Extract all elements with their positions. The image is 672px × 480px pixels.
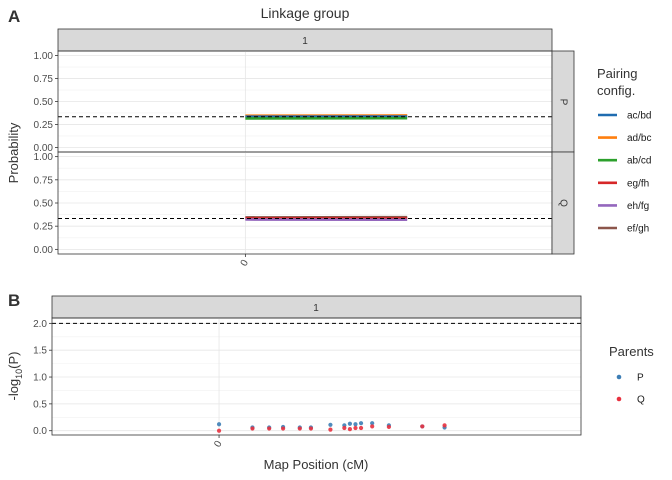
panel-b-y-label-sub: 10 <box>14 369 24 379</box>
panel-a-letter: A <box>8 7 20 26</box>
svg-text:-log10(P): -log10(P) <box>6 351 24 400</box>
y-tick-label: 0.5 <box>33 399 47 410</box>
legend-key-Q <box>616 396 622 402</box>
panel-b-y-label-prefix: -log <box>6 379 21 401</box>
facet-strip-q <box>551 151 575 255</box>
legend-pairing-config: Pairing config. ac/bd ad/bc ab/cd eg/fh eh/f… <box>597 66 651 235</box>
point-P <box>353 422 358 427</box>
facet-strip-a-top-label: 1 <box>302 36 308 47</box>
y-tick-label: 0.0 <box>33 426 47 437</box>
point-Q <box>250 426 255 431</box>
point-Q <box>347 426 353 432</box>
y-tick-label: 1.00 <box>34 51 54 62</box>
point-Q <box>342 425 347 431</box>
y-tick-label: 0.50 <box>34 199 54 210</box>
facet-strip-q-label: Q <box>557 199 568 207</box>
panel-a-x-ticks: 0 <box>239 254 252 269</box>
y-tick-label: 0.25 <box>34 222 54 233</box>
point-P <box>358 421 364 426</box>
point-Q <box>370 424 375 429</box>
panel-b-plot <box>52 318 581 435</box>
point-Q <box>328 427 333 432</box>
y-tick-label: 0.75 <box>34 175 54 186</box>
facet-strip-p-label: P <box>557 99 568 106</box>
facet-strip-b-top-label: 1 <box>313 303 319 314</box>
y-tick-label: 1.0 <box>33 373 47 384</box>
panel-a-y-ticks: 0.000.250.500.751.000.000.250.500.751.00 <box>34 51 58 256</box>
panel-a-title: Linkage group <box>261 5 350 21</box>
x-tick-label: 0 <box>239 258 252 269</box>
point-Q <box>308 426 314 431</box>
legend-label-Q: Q <box>637 395 645 406</box>
point-P <box>216 422 222 427</box>
facet-p-plot <box>58 51 552 152</box>
legend-label-ab-cd: ab/cd <box>627 156 651 167</box>
y-tick-label: 1.5 <box>33 346 47 357</box>
legend-label-ad-bc: ad/bc <box>627 133 651 144</box>
panel-b-y-label-suffix: (P) <box>6 351 21 368</box>
y-tick-label: 0.25 <box>34 120 54 131</box>
y-tick-label: 0.50 <box>34 97 54 108</box>
panel-a-y-axis-label: Probability <box>6 122 21 183</box>
point-P <box>328 422 333 427</box>
y-tick-label: 0.75 <box>34 74 54 85</box>
panel-b-y-axis-label: -log10(P) <box>6 351 24 400</box>
panel-b-letter: B <box>8 291 20 310</box>
point-Q <box>442 423 447 428</box>
legend-pairing-title-line2: config. <box>597 83 635 98</box>
point-Q <box>386 424 391 430</box>
x-tick-label: 0 <box>212 439 225 450</box>
legend-parents: Parents PQ <box>609 344 654 406</box>
legend-label-P: P <box>637 373 644 384</box>
panel-b-y-ticks: 0.0 0.5 1.0 1.5 2.0 <box>33 319 52 437</box>
point-P <box>370 421 375 426</box>
panel-b-x-axis-label: Map Position (cM) <box>264 457 369 472</box>
facet-q-plot <box>58 152 552 254</box>
point-Q <box>353 425 358 431</box>
panel-b-x-ticks: 0 <box>212 435 225 449</box>
point-Q <box>358 425 364 431</box>
point-Q <box>267 426 272 431</box>
y-tick-label: 2.0 <box>33 319 47 330</box>
y-tick-label: 1.00 <box>34 152 54 163</box>
legend-label-eg-fh: eg/fh <box>627 178 649 189</box>
legend-parents-title: Parents <box>609 344 654 359</box>
legend-label-ac-bd: ac/bd <box>627 111 651 122</box>
point-Q <box>216 428 222 433</box>
legend-key-P <box>616 374 622 380</box>
point-Q <box>280 426 286 431</box>
y-tick-label: 0.00 <box>34 245 54 256</box>
legend-label-eh-fg: eh/fg <box>627 201 649 212</box>
panel-b-border <box>51 317 582 436</box>
legend-label-ef-gh: ef/gh <box>627 224 649 235</box>
y-tick-label: 0.00 <box>34 143 54 154</box>
point-Q <box>420 424 425 429</box>
point-Q <box>297 426 302 431</box>
legend-pairing-title-line1: Pairing <box>597 66 637 81</box>
point-P <box>347 421 353 426</box>
